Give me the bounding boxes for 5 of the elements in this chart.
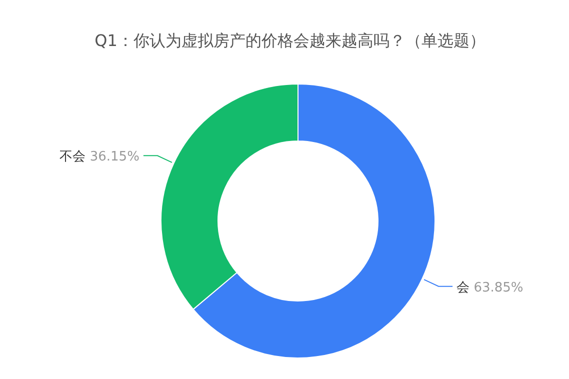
data-label: 36.15% — [90, 150, 140, 165]
slice-label: 不会 — [60, 150, 90, 165]
chart-title: Q1：你认为虚拟房产的价格会越来越高吗？（单选题） — [94, 31, 486, 50]
slice-label: 会 — [456, 280, 474, 296]
data-label: 63.85% — [474, 280, 524, 296]
